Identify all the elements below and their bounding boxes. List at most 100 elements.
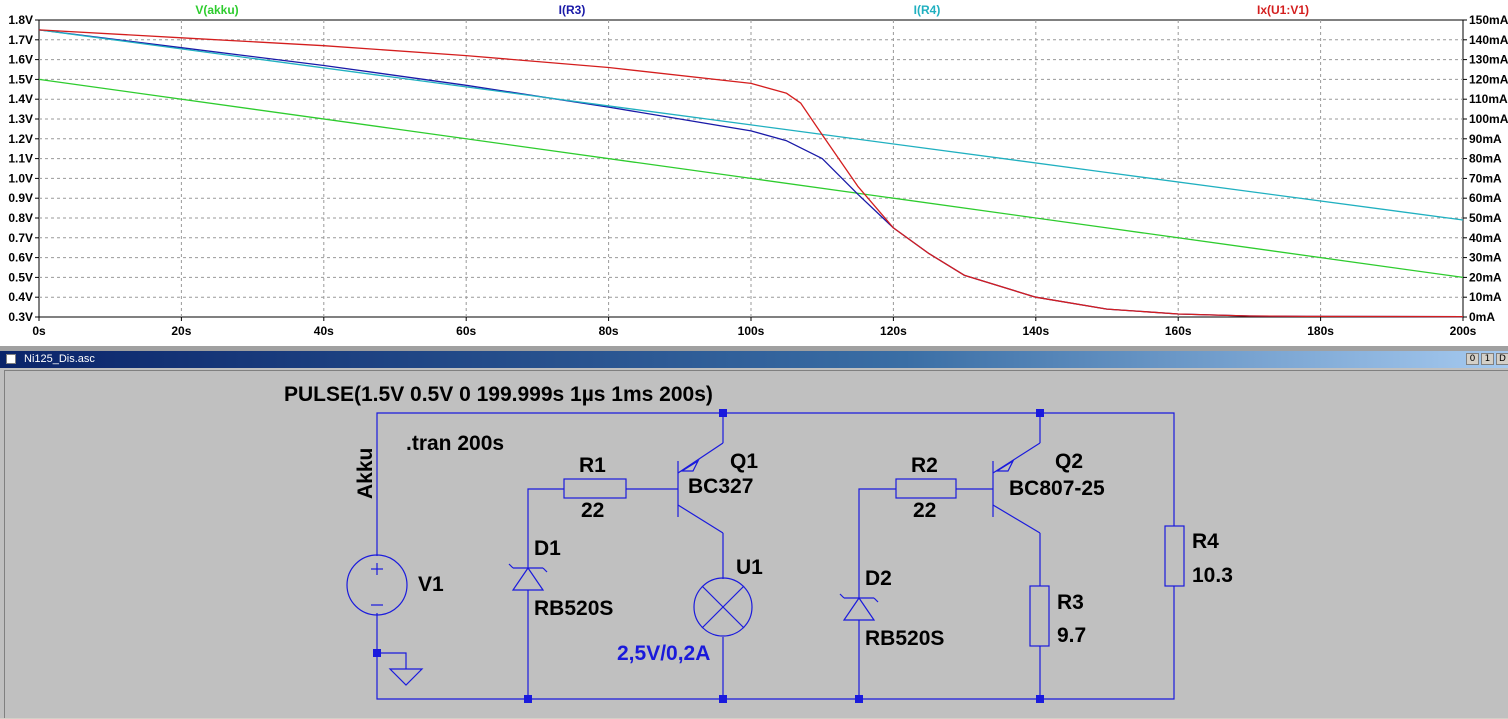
- y-right-tick-label: 0mA: [1469, 310, 1495, 324]
- d2-name-label[interactable]: D2: [865, 567, 892, 590]
- waveform-plot-pane[interactable]: 0s 20s 40s 60s 80s 100s 120s 140s 160s 180s 200s 1.…: [0, 0, 1508, 346]
- schematic-titlebar[interactable]: Ni125_Dis.asc 0 1 D: [0, 351, 1508, 368]
- y-right-tick-label: 10mA: [1469, 290, 1502, 304]
- schematic-canvas[interactable]: PULSE(1.5V 0.5V 0 199.999s 1µs 1ms 200s)…: [4, 370, 1508, 718]
- schematic-file-icon: [6, 354, 16, 364]
- x-tick-label: 140s: [1022, 324, 1049, 338]
- r4-name-label[interactable]: R4: [1192, 530, 1219, 553]
- resistor-r2[interactable]: [895, 478, 957, 499]
- pane-splitter[interactable]: [0, 346, 1508, 351]
- trace-label-i-r3[interactable]: I(R3): [559, 3, 586, 17]
- y-left-tick-label: 1.4V: [8, 92, 33, 106]
- lamp-u1-icon[interactable]: [693, 577, 753, 637]
- y-left-tick-label: 0.8V: [8, 211, 33, 225]
- tran-directive-text[interactable]: .tran 200s: [406, 432, 504, 455]
- junction-dot: [855, 695, 863, 703]
- y-right-tick-label: 30mA: [1469, 251, 1502, 265]
- x-tick-label: 100s: [738, 324, 765, 338]
- x-tick-label: 60s: [456, 324, 476, 338]
- d2-model-label[interactable]: RB520S: [865, 627, 944, 650]
- x-tick-label: 200s: [1450, 324, 1477, 338]
- x-tick-label: 160s: [1165, 324, 1192, 338]
- y-right-tick-label: 20mA: [1469, 270, 1502, 284]
- diode-d2-icon[interactable]: [839, 593, 879, 629]
- q1-name-label[interactable]: Q1: [730, 450, 758, 473]
- d1-model-label[interactable]: RB520S: [534, 597, 613, 620]
- resistor-r4[interactable]: [1164, 525, 1185, 587]
- r3-name-label[interactable]: R3: [1057, 591, 1084, 614]
- trace-line-ix-u1-v1[interactable]: [38, 29, 1464, 318]
- y-left-tick-label: 1.1V: [8, 152, 33, 166]
- y-left-tick-label: 1.8V: [8, 13, 33, 27]
- wire-d1-r1: [527, 488, 564, 566]
- diode-d1-icon[interactable]: [508, 563, 548, 599]
- close-button[interactable]: D: [1496, 353, 1508, 365]
- q2-model-label[interactable]: BC807-25: [1009, 477, 1105, 500]
- transistor-q2-icon[interactable]: [992, 442, 1041, 534]
- schematic-window: Ni125_Dis.asc 0 1 D: [0, 351, 1508, 718]
- x-tick-label: 120s: [880, 324, 907, 338]
- x-tick-label: 0s: [32, 324, 46, 338]
- r3-value-label[interactable]: 9.7: [1057, 624, 1086, 647]
- junction-dot: [719, 409, 727, 417]
- trace-label-ix-u1-v1[interactable]: Ix(U1:V1): [1257, 3, 1309, 17]
- x-tick-label: 80s: [599, 324, 619, 338]
- minimize-button[interactable]: 0: [1466, 353, 1479, 365]
- u1-rating-label[interactable]: 2,5V/0,2A: [617, 642, 710, 665]
- trace-line-i-r4[interactable]: [38, 29, 1464, 221]
- y-left-tick-label: 1.0V: [8, 171, 33, 185]
- wire-bottom-rail: [376, 586, 1175, 700]
- y-right-tick-label: 110mA: [1469, 92, 1508, 106]
- q2-name-label[interactable]: Q2: [1055, 450, 1083, 473]
- y-right-tick-label: 70mA: [1469, 171, 1502, 185]
- net-label-akku[interactable]: Akku: [354, 448, 377, 499]
- x-tick-label: 180s: [1307, 324, 1334, 338]
- waveform-plot[interactable]: 0s 20s 40s 60s 80s 100s 120s 140s 160s 180s 200s 1.…: [0, 0, 1508, 346]
- restore-button[interactable]: 1: [1481, 353, 1494, 365]
- junction-dot: [524, 695, 532, 703]
- resistor-r3[interactable]: [1029, 585, 1050, 647]
- y-left-tick-label: 0.7V: [8, 231, 33, 245]
- y-left-tick-label: 1.5V: [8, 72, 33, 86]
- y-right-tick-label: 130mA: [1469, 53, 1508, 67]
- r1-value-label[interactable]: 22: [581, 499, 604, 522]
- x-tick-label: 20s: [171, 324, 191, 338]
- r2-name-label[interactable]: R2: [911, 454, 938, 477]
- wire-d2-r2: [858, 488, 896, 596]
- voltage-source-v1[interactable]: [346, 554, 408, 616]
- r2-value-label[interactable]: 22: [913, 499, 936, 522]
- junction-dot: [719, 695, 727, 703]
- schematic-window-title: Ni125_Dis.asc: [24, 353, 95, 365]
- r4-value-label[interactable]: 10.3: [1192, 564, 1233, 587]
- r1-name-label[interactable]: R1: [579, 454, 606, 477]
- v1-name-label[interactable]: V1: [418, 573, 444, 596]
- ground-icon[interactable]: [377, 652, 424, 686]
- transistor-q1-icon[interactable]: [677, 442, 724, 534]
- plot-ticks: 0s 20s 40s 60s 80s 100s 120s 140s 160s 180s 200s 1.…: [8, 13, 1508, 338]
- resistor-r1[interactable]: [563, 478, 627, 499]
- y-right-tick-label: 50mA: [1469, 211, 1502, 225]
- wire-top-rail: [376, 412, 1175, 556]
- q1-model-label[interactable]: BC327: [688, 475, 753, 498]
- trace-line-v-akku[interactable]: [38, 78, 1464, 279]
- y-right-tick-label: 80mA: [1469, 152, 1502, 166]
- x-tick-label: 40s: [314, 324, 334, 338]
- y-left-tick-label: 0.9V: [8, 191, 33, 205]
- y-right-tick-label: 120mA: [1469, 72, 1508, 86]
- junction-dot: [1036, 695, 1044, 703]
- schematic-drawing[interactable]: PULSE(1.5V 0.5V 0 199.999s 1µs 1ms 200s)…: [5, 371, 1508, 719]
- y-left-tick-label: 0.3V: [8, 310, 33, 324]
- y-left-tick-label: 1.3V: [8, 112, 33, 126]
- junction-dot: [1036, 409, 1044, 417]
- y-left-tick-label: 0.5V: [8, 270, 33, 284]
- source-spec-text[interactable]: PULSE(1.5V 0.5V 0 199.999s 1µs 1ms 200s): [284, 383, 713, 406]
- y-right-tick-label: 90mA: [1469, 132, 1502, 146]
- trace-label-i-r4[interactable]: I(R4): [914, 3, 941, 17]
- y-right-tick-label: 140mA: [1469, 33, 1508, 47]
- y-right-tick-label: 150mA: [1469, 13, 1508, 27]
- y-right-tick-label: 40mA: [1469, 231, 1502, 245]
- trace-label-v-akku[interactable]: V(akku): [195, 3, 238, 17]
- plot-traces: [38, 29, 1464, 318]
- d1-name-label[interactable]: D1: [534, 537, 561, 560]
- u1-name-label[interactable]: U1: [736, 556, 763, 579]
